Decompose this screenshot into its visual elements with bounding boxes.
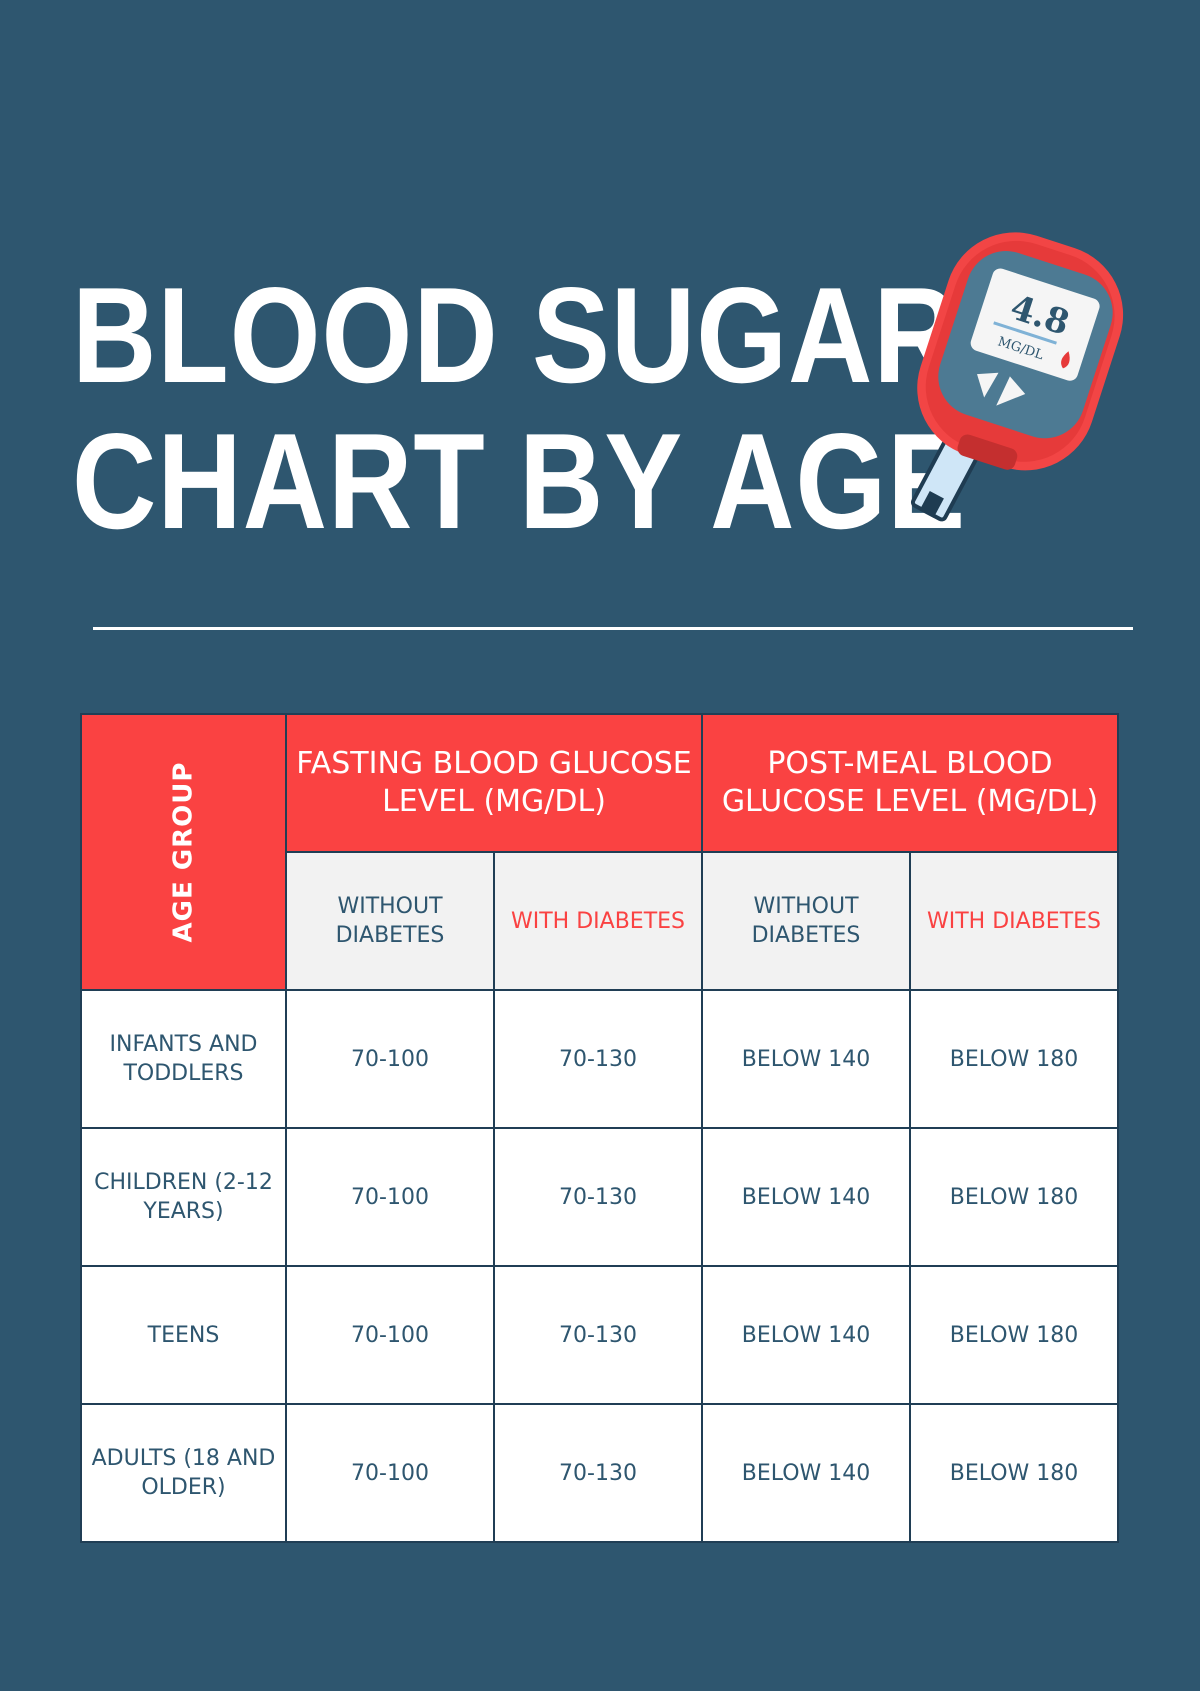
page-title: BLOOD SUGAR CHART BY AGE <box>72 262 966 554</box>
age-group-cell: ADULTS (18 AND OLDER) <box>80 1403 287 1543</box>
table-row: INFANTS AND TODDLERS 70-100 70-130 BELOW… <box>80 989 1120 1129</box>
value-cell: BELOW 180 <box>908 1127 1120 1267</box>
value-cell: 70-130 <box>493 1127 703 1267</box>
value-cell: BELOW 180 <box>908 1265 1120 1405</box>
age-group-label: AGE GROUP <box>168 761 199 943</box>
age-group-cell: TEENS <box>80 1265 287 1405</box>
title-line-2: CHART BY AGE <box>72 405 967 557</box>
table-row: TEENS 70-100 70-130 BELOW 140 BELOW 180 <box>80 1265 1120 1405</box>
value-cell: 70-100 <box>285 1127 495 1267</box>
table-row: ADULTS (18 AND OLDER) 70-100 70-130 BELO… <box>80 1403 1120 1543</box>
age-group-text: TEENS <box>147 1322 220 1348</box>
title-line-1: BLOOD SUGAR <box>72 259 959 411</box>
value-cell: 70-130 <box>493 989 703 1129</box>
value-cell: 70-100 <box>285 989 495 1129</box>
blood-sugar-table: AGE GROUP FASTING BLOOD GLUCOSE LEVEL (M… <box>80 713 1120 1543</box>
value-cell: 70-100 <box>285 1265 495 1405</box>
age-group-text: ADULTS (18 AND OLDER) <box>91 1446 276 1500</box>
subheader-postmeal-with: WITH DIABETES <box>908 851 1120 991</box>
glucose-meter-icon: 4.8 MG/DL <box>910 232 1124 522</box>
value-cell: BELOW 180 <box>908 989 1120 1129</box>
subheader-postmeal-without: WITHOUT DIABETES <box>701 851 911 991</box>
age-group-cell: CHILDREN (2-12 YEARS) <box>80 1127 287 1267</box>
subheader-fasting-with: WITH DIABETES <box>493 851 703 991</box>
value-cell: BELOW 140 <box>701 989 911 1129</box>
age-group-text: CHILDREN (2-12 YEARS) <box>94 1170 273 1224</box>
value-cell: 70-100 <box>285 1403 495 1543</box>
value-cell: BELOW 140 <box>701 1265 911 1405</box>
subheader-row: WITHOUT DIABETES WITH DIABETES WITHOUT D… <box>81 851 1120 991</box>
age-group-cell: INFANTS AND TODDLERS <box>80 989 287 1129</box>
fasting-group-header: FASTING BLOOD GLUCOSE LEVEL (MG/DL) <box>285 713 703 853</box>
age-group-text: INFANTS AND TODDLERS <box>109 1032 258 1086</box>
subheader-fasting-without: WITHOUT DIABETES <box>285 851 495 991</box>
value-cell: BELOW 180 <box>908 1403 1120 1543</box>
table-row: CHILDREN (2-12 YEARS) 70-100 70-130 BELO… <box>80 1127 1120 1267</box>
age-group-header: AGE GROUP <box>80 713 287 991</box>
divider <box>93 627 1133 630</box>
value-cell: BELOW 140 <box>701 1127 911 1267</box>
post-meal-group-header: POST-MEAL BLOOD GLUCOSE LEVEL (MG/DL) <box>700 713 1120 853</box>
value-cell: BELOW 140 <box>701 1403 911 1543</box>
group-header-row: AGE GROUP FASTING BLOOD GLUCOSE LEVEL (M… <box>80 713 1120 991</box>
value-cell: 70-130 <box>493 1265 703 1405</box>
value-cell: 70-130 <box>493 1403 703 1543</box>
